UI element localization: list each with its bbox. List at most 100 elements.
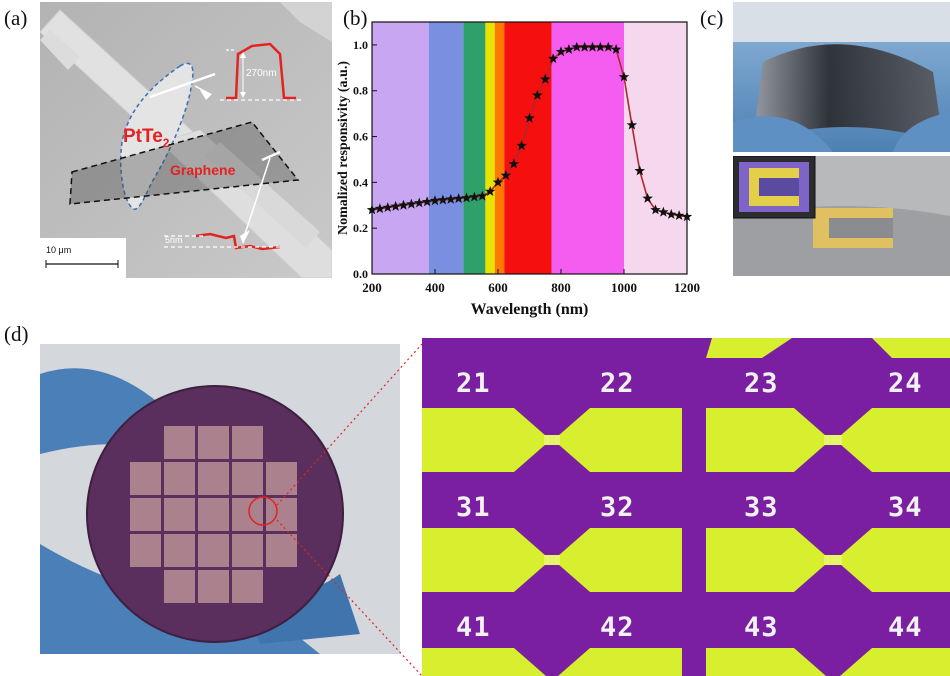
pad-label-23: 23 (744, 368, 779, 399)
pad-label-31: 31 (456, 492, 491, 523)
data-point-18 (508, 158, 519, 169)
data-point-39 (673, 210, 685, 220)
pad-label-32: 32 (600, 492, 635, 523)
plot-frame (371, 21, 688, 275)
height-profile-5nm (195, 232, 281, 251)
wafer-die (232, 462, 263, 495)
y-axis-label: Nomalized responsivity (a.u.) (336, 61, 351, 235)
data-point-37 (658, 206, 669, 217)
wafer-die (164, 534, 195, 567)
data-point-7 (421, 196, 433, 207)
pad-21 (422, 408, 546, 472)
pad-label-34: 34 (888, 492, 923, 523)
panel-c-flexible-film-photo (733, 2, 950, 152)
electrode-lower (159, 129, 332, 278)
wafer-die (198, 534, 229, 567)
wafer-die (198, 498, 229, 531)
thickness-label-270nm: 270nm (246, 68, 277, 79)
x-tick-label-2: 600 (488, 280, 508, 295)
ptte2-label: PtTe2 (123, 126, 170, 150)
data-point-30 (603, 41, 614, 52)
x-tick-label-1: 400 (425, 280, 445, 295)
spectrum-bands (372, 22, 687, 274)
graphene-label: Graphene (170, 162, 236, 178)
y-tick-label-1: 0.2 (353, 221, 368, 235)
wafer-die (266, 498, 297, 531)
data-point-4 (398, 199, 409, 210)
spectrum-band-3 (485, 22, 495, 274)
wafer-die (130, 534, 161, 567)
spectrum-band-5 (504, 22, 552, 274)
scale-bar-box (40, 238, 126, 278)
x-axis-label: Wavelength (nm) (471, 301, 589, 318)
data-point-29 (595, 41, 606, 52)
spectrum-band-7 (624, 22, 687, 274)
wafer-die (232, 534, 263, 567)
data-point-3 (390, 200, 401, 211)
wafer-die (266, 462, 297, 495)
pad-23 (706, 408, 826, 472)
data-point-23 (547, 53, 559, 64)
pad-33 (706, 528, 826, 592)
y-tick-label-2: 0.4 (353, 175, 368, 189)
data-point-26 (571, 41, 582, 52)
pad-32 (558, 528, 682, 592)
responsivity-chart: 200 400 600 800 1000 1200 0.00.20.40.60.81.0 … (336, 21, 700, 318)
pad-label-22: 22 (600, 368, 635, 399)
height-profile-270nm (226, 42, 296, 100)
wafer-die (164, 570, 195, 603)
data-point-31 (610, 44, 622, 54)
x-tick-label-0: 200 (362, 280, 382, 295)
panel-a-sem-image: PtTe2 Graphene 270nm 5nm 10 μm (40, 2, 332, 278)
panel-label-c: (c) (700, 6, 724, 30)
x-tick-label-5: 1200 (674, 280, 700, 295)
pad-array-drawing (422, 338, 950, 676)
data-point-22 (540, 73, 551, 84)
wafer-die (232, 498, 263, 531)
graphene-region (69, 121, 300, 205)
data-point-21 (532, 89, 543, 100)
wafer-die (164, 462, 195, 495)
wafer-die (164, 498, 195, 531)
pad-24 (840, 408, 950, 472)
y-tick-label-3: 0.6 (353, 130, 368, 144)
data-point-6 (414, 197, 425, 208)
data-point-35 (642, 192, 653, 203)
scale-bar-label: 10 μm (46, 245, 72, 255)
data-point-36 (650, 204, 661, 215)
spectrum-band-2 (463, 22, 486, 274)
responsivity-markers (366, 41, 693, 222)
data-point-1 (374, 203, 386, 214)
wafer-die (266, 534, 297, 567)
x-axis-ticks: 200 400 600 800 1000 1200 (362, 269, 700, 295)
panel-c-device-photo (733, 156, 950, 276)
pad-label-24: 24 (888, 368, 923, 399)
data-point-38 (666, 208, 677, 219)
data-point-2 (382, 202, 393, 212)
data-point-14 (477, 190, 488, 201)
data-point-25 (563, 44, 575, 54)
pad-31 (422, 528, 546, 592)
data-point-33 (626, 119, 638, 130)
wafer-die (232, 570, 263, 603)
wafer-die (232, 426, 263, 459)
spectrum-band-1 (428, 22, 464, 274)
pad-label-42: 42 (600, 612, 635, 643)
wafer-die (164, 426, 195, 459)
wafer-die (198, 570, 229, 603)
wafer-die (198, 462, 229, 495)
panel-d-wafer-photo (40, 344, 400, 654)
panel-label-d: (d) (4, 322, 29, 346)
x-tick-label-4: 1000 (611, 280, 637, 295)
panel-label-a: (a) (4, 6, 28, 30)
pad-34 (840, 528, 950, 592)
pad-label-33: 33 (744, 492, 779, 523)
pad-label-41: 41 (456, 612, 491, 643)
spectrum-band-4 (494, 22, 505, 274)
pad-label-44: 44 (888, 612, 923, 643)
data-point-24 (555, 46, 567, 57)
y-tick-label-0: 0.0 (353, 267, 368, 281)
pad-label-21: 21 (456, 368, 491, 399)
wafer-die (198, 426, 229, 459)
